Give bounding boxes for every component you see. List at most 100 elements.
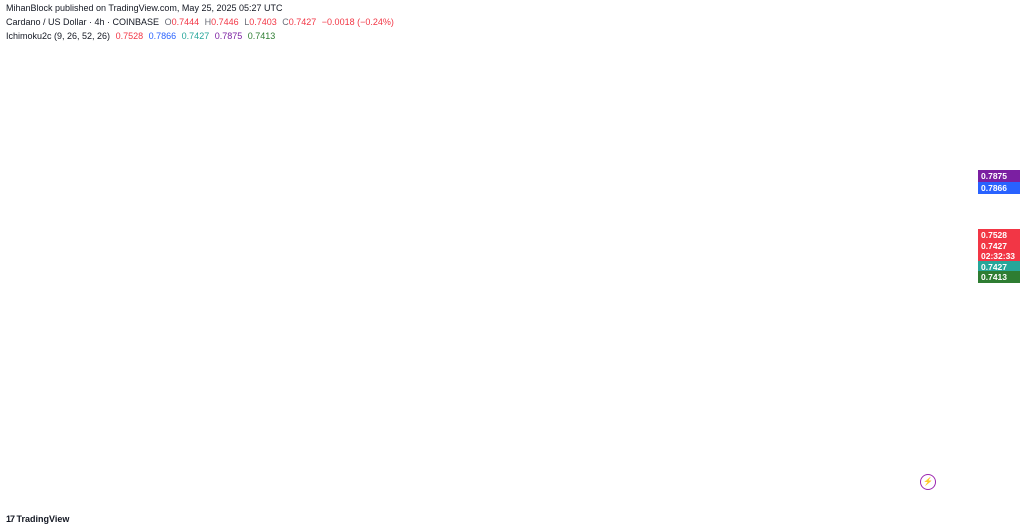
- candle-body: [132, 310, 136, 329]
- candle-body: [169, 279, 173, 300]
- cloud-segment: [138, 418, 143, 431]
- cloud-segment: [113, 421, 118, 438]
- candle-body: [65, 314, 69, 334]
- cloud-segment: [820, 198, 825, 238]
- cloud-segment: [300, 319, 305, 329]
- cloud-segment: [687, 212, 692, 258]
- indicator-legend[interactable]: Ichimoku2c (9, 26, 52, 26) 0.7528 0.7866…: [6, 31, 278, 41]
- cloud-segment: [196, 349, 201, 384]
- cloud-segment: [853, 175, 858, 196]
- cloud-segment: [325, 331, 330, 345]
- cloud-segment: [13, 436, 18, 449]
- candle-body: [336, 333, 340, 342]
- candle-body: [544, 147, 548, 153]
- candle-body: [323, 291, 327, 308]
- cloud-segment: [187, 355, 193, 392]
- candle-body: [32, 340, 36, 356]
- candle-body: [244, 324, 248, 329]
- cloud-segment: [46, 430, 51, 455]
- cloud-segment: [63, 428, 68, 451]
- cloud-segment: [824, 194, 829, 236]
- x-tick-label: 15: [628, 496, 638, 506]
- cloud-segment: [312, 325, 317, 337]
- cloud-segment: [200, 346, 205, 378]
- cloud-segment: [816, 202, 821, 240]
- cloud-segment: [88, 425, 93, 443]
- cloud-segment: [204, 343, 209, 372]
- cloud-segment: [637, 231, 642, 277]
- cloud-segment: [766, 203, 771, 260]
- cloud-segment: [595, 303, 600, 334]
- candle-body: [531, 143, 535, 167]
- published-caption: MihanBlock published on TradingView.com,…: [6, 3, 283, 13]
- cloud-segment: [237, 323, 243, 340]
- candle-body: [577, 129, 581, 135]
- candle-body: [494, 180, 498, 183]
- candle-body: [898, 221, 901, 224]
- cloud-segment: [678, 217, 684, 261]
- y-tick-label: 0.8600: [982, 53, 1008, 63]
- candle-body: [444, 341, 448, 354]
- candle-body: [918, 230, 922, 233]
- candle-body: [723, 238, 727, 247]
- cloud-segment: [620, 253, 625, 280]
- candle-body: [15, 411, 19, 419]
- cloud-segment: [412, 318, 417, 320]
- candle-body: [635, 133, 639, 141]
- candle-body: [839, 155, 843, 161]
- cloud-segment: [491, 335, 496, 350]
- cloud-segment: [296, 318, 301, 327]
- cloud-segment: [703, 202, 709, 254]
- candle-body: [45, 301, 48, 314]
- cloud-segment: [583, 334, 588, 355]
- cloud-segment: [475, 325, 480, 338]
- cloud-segment: [891, 176, 896, 197]
- cloud-segment: [275, 317, 280, 329]
- cloud-segment: [866, 173, 871, 184]
- indicator-v3: 0.7427: [181, 31, 210, 41]
- y-tick-label: 0.8200: [982, 119, 1008, 129]
- candle-body: [552, 151, 556, 163]
- cloud-segment: [129, 419, 134, 435]
- cloud-segment: [92, 424, 97, 442]
- cloud-segment: [329, 333, 334, 347]
- cloud-segment: [192, 352, 197, 389]
- y-tick-label: 0.8400: [982, 86, 1008, 96]
- lightning-icon[interactable]: ⚡: [920, 474, 936, 490]
- candle-body: [411, 389, 415, 395]
- candle-body: [49, 290, 53, 308]
- candle-body: [756, 266, 760, 278]
- candle-body: [348, 344, 352, 357]
- candle-body: [473, 241, 477, 262]
- cloud-segment: [292, 318, 297, 327]
- cloud-segment: [287, 318, 293, 328]
- cloud-segment: [354, 333, 359, 349]
- cloud-segment: [9, 437, 14, 448]
- cloud-segment: [258, 315, 263, 331]
- x-tick-label: 11: [512, 496, 521, 506]
- cloud-segment: [683, 214, 688, 259]
- candle-body: [211, 327, 215, 340]
- cloud-segment: [458, 322, 463, 328]
- cloud-segment: [42, 430, 47, 455]
- candle-body: [215, 341, 219, 359]
- candle-body: [681, 214, 685, 218]
- candle-body: [377, 387, 381, 389]
- y-tick-label: 0.6400: [982, 417, 1008, 427]
- candle-body: [486, 184, 490, 192]
- cloud-segment: [928, 177, 933, 239]
- candle-body: [344, 344, 348, 357]
- cloud-segment: [154, 396, 159, 419]
- kijun-line: [8, 156, 933, 439]
- cloud-segment: [782, 213, 788, 254]
- cloud-segment: [104, 422, 109, 440]
- candle-body: [153, 318, 157, 335]
- candle-body: [207, 317, 211, 320]
- candle-body: [594, 172, 598, 199]
- cloud-segment: [183, 360, 188, 396]
- cloud-segment: [832, 185, 838, 232]
- cloud-segment: [246, 319, 251, 336]
- candle-body: [161, 310, 165, 331]
- x-tick-label: 7: [398, 496, 403, 506]
